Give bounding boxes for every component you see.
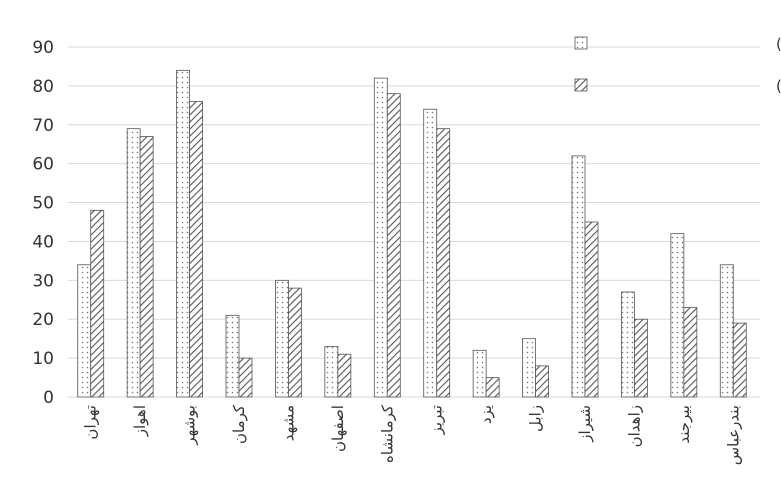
bar-decade2-0 xyxy=(90,209,105,398)
bar-decade1-5 xyxy=(324,346,339,398)
bar-decade2-12 xyxy=(683,307,698,398)
legend-label-1: دهه اول(۱۹۹۱–۱۹۹۹) xyxy=(776,35,781,53)
y-axis-tick-labels: 0 10 20 30 40 50 60 70 80 90 xyxy=(32,38,54,408)
bar-decade2-4 xyxy=(288,287,302,398)
y-tick-label: 50 xyxy=(32,194,54,214)
bar-decade1-2 xyxy=(176,69,190,398)
y-tick-label: 10 xyxy=(32,349,54,369)
x-tick-label: یزد xyxy=(477,405,495,424)
gridlines xyxy=(68,46,760,398)
legend-label-2: دهه دوم (۲۰۰۰–۲۰۰۹) xyxy=(776,77,781,95)
x-tick-label: اصفهان xyxy=(329,405,347,452)
y-tick-label: 60 xyxy=(32,155,54,175)
x-tick-label: بندرعباس xyxy=(724,405,742,465)
bar-decade2-5 xyxy=(337,353,352,398)
bar-decade2-8 xyxy=(485,377,500,398)
bar-decade1-9 xyxy=(522,338,536,398)
bar-decade1-11 xyxy=(621,291,635,398)
x-tick-label: مشهد xyxy=(279,405,297,441)
y-tick-label: 80 xyxy=(32,77,54,97)
y-tick-label: 0 xyxy=(43,388,54,408)
bar-decade2-9 xyxy=(535,365,549,398)
x-tick-label: تهران xyxy=(82,405,100,440)
bar-decade1-6 xyxy=(373,77,388,398)
x-tick-label: بوشهر xyxy=(181,405,199,446)
bar-decade2-1 xyxy=(139,136,154,398)
bar-decade1-3 xyxy=(225,314,240,398)
legend-swatch-2 xyxy=(574,78,588,92)
legend: دهه اول(۱۹۹۱–۱۹۹۹) دهه دوم (۲۰۰۰–۲۰۰۹) xyxy=(574,35,781,95)
bar-decade2-2 xyxy=(189,101,203,398)
bar-decade1-0 xyxy=(77,264,92,398)
bar-decade1-13 xyxy=(719,264,734,398)
y-tick-label: 30 xyxy=(32,271,54,291)
bar-decade2-7 xyxy=(436,128,451,398)
y-tick-label: 20 xyxy=(32,310,54,330)
bar-decade1-1 xyxy=(126,128,141,398)
bar-decade1-4 xyxy=(275,279,289,398)
x-tick-label: کرمان xyxy=(230,404,248,444)
y-tick-label: 90 xyxy=(32,38,54,58)
y-tick-label: 40 xyxy=(32,232,54,252)
x-tick-label: زابل xyxy=(527,405,545,432)
x-axis-tick-labels: تهران اهواز بوشهر کرمان مشهد اصفهان کرمانشاه تب… xyxy=(82,404,743,465)
x-tick-label: شیراز xyxy=(576,405,594,443)
bar-decade1-10 xyxy=(571,155,586,398)
bar-decade1-12 xyxy=(670,233,685,398)
bar-decade2-13 xyxy=(732,322,747,398)
bar-decade1-7 xyxy=(423,108,438,398)
bar-decade2-3 xyxy=(238,357,253,398)
x-tick-label: اهواز xyxy=(131,405,149,437)
bar-decade2-11 xyxy=(634,318,648,398)
x-tick-label: تبریز xyxy=(428,405,446,435)
bars xyxy=(77,69,747,398)
bar-decade1-8 xyxy=(472,349,487,398)
bar-decade2-6 xyxy=(386,93,401,398)
y-tick-label: 70 xyxy=(32,116,54,136)
legend-swatch-1 xyxy=(574,36,588,50)
bar-decade2-10 xyxy=(584,221,599,398)
x-tick-label: بیرجند xyxy=(675,405,693,444)
x-tick-label: زاهدان xyxy=(625,405,643,447)
x-tick-label: کرمانشاه xyxy=(378,404,396,463)
